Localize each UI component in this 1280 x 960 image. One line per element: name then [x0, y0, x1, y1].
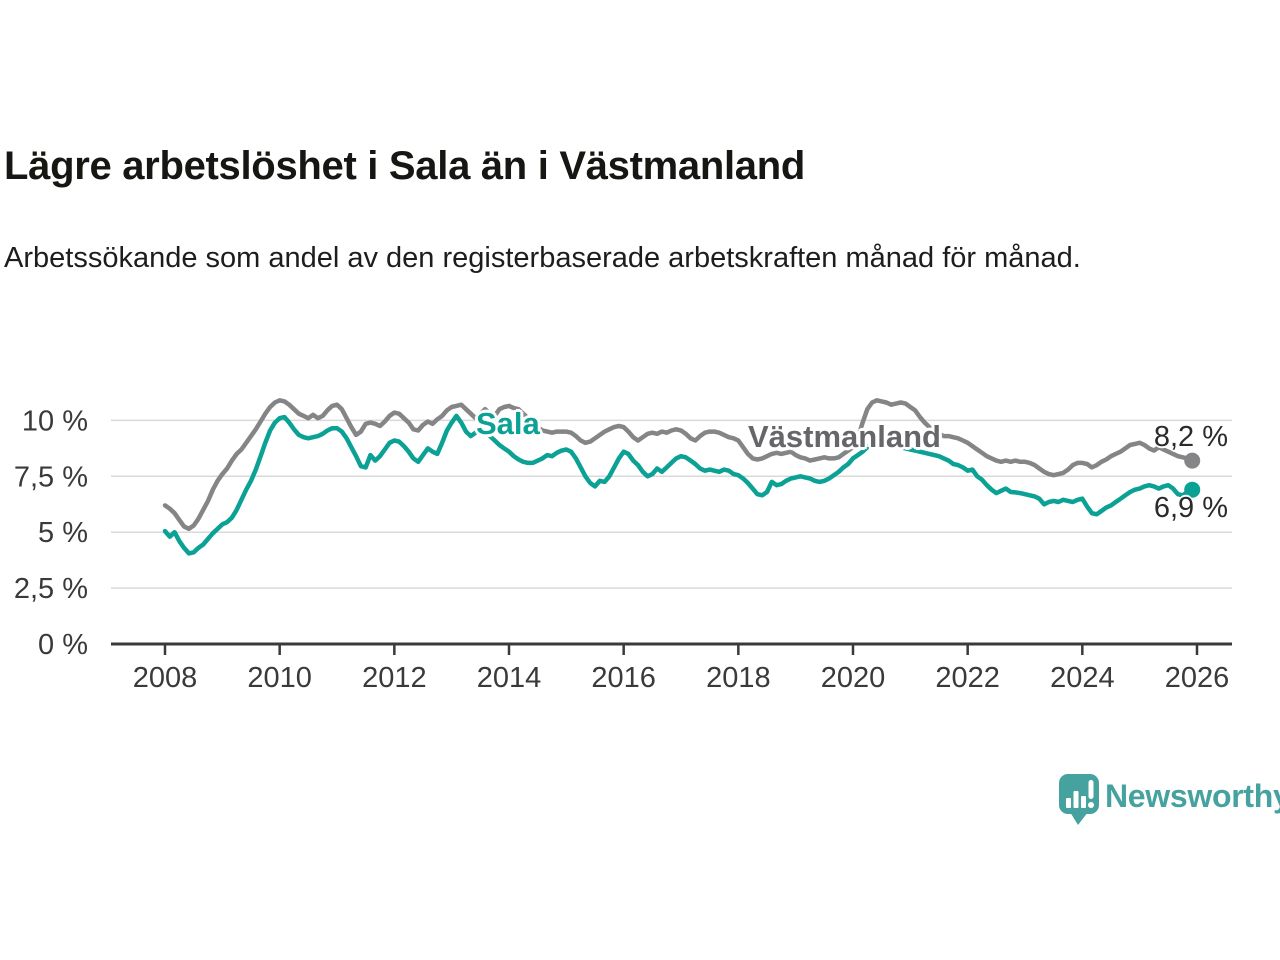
end-dot-sala [1184, 481, 1201, 498]
y-tick-label: 2,5 % [14, 573, 88, 605]
y-tick-label: 10 % [22, 405, 88, 437]
y-tick-label: 0 % [38, 629, 88, 661]
speech-bubble-bar-chart-icon [1059, 774, 1099, 825]
x-tick-label: 2022 [935, 662, 1000, 694]
x-tick-label: 2018 [706, 662, 771, 694]
x-tick-label: 2010 [247, 662, 312, 694]
newsworthy-logo[interactable]: Newsworthy [1057, 771, 1280, 827]
newsworthy-logo-text: Newsworthy [1105, 778, 1280, 814]
x-tick-label: 2026 [1165, 662, 1230, 694]
axis-tick-labels: 2008 2010 2012 2014 2016 2018 2020 2022 2024 2026… [14, 405, 1229, 694]
series-label-vastmanland: Västmanland [748, 419, 941, 454]
chart-title: Lägre arbetslöshet i Sala än i Västmanla… [4, 144, 806, 188]
x-tick-label: 2008 [133, 662, 198, 694]
series-label-sala: Sala [476, 406, 540, 441]
end-dot-västmanland [1184, 452, 1201, 469]
gridlines [111, 419, 1232, 589]
chart-series [162, 398, 1201, 556]
x-tick-label: 2020 [821, 662, 886, 694]
end-value-sala: 6,9 % [1153, 492, 1228, 524]
x-tick-label: 2012 [362, 662, 427, 694]
x-axis [111, 642, 1232, 655]
x-tick-label: 2016 [591, 662, 656, 694]
chart-subtitle: Arbetssökande som andel av den registerb… [4, 242, 1081, 274]
y-tick-label: 5 % [38, 517, 88, 549]
x-tick-label: 2014 [477, 662, 542, 694]
line-västmanland [162, 398, 1195, 532]
x-tick-label: 2024 [1050, 662, 1115, 694]
y-tick-label: 7,5 % [14, 461, 88, 493]
end-value-vastmanland: 8,2 % [1153, 421, 1228, 453]
line-sala [162, 413, 1195, 556]
